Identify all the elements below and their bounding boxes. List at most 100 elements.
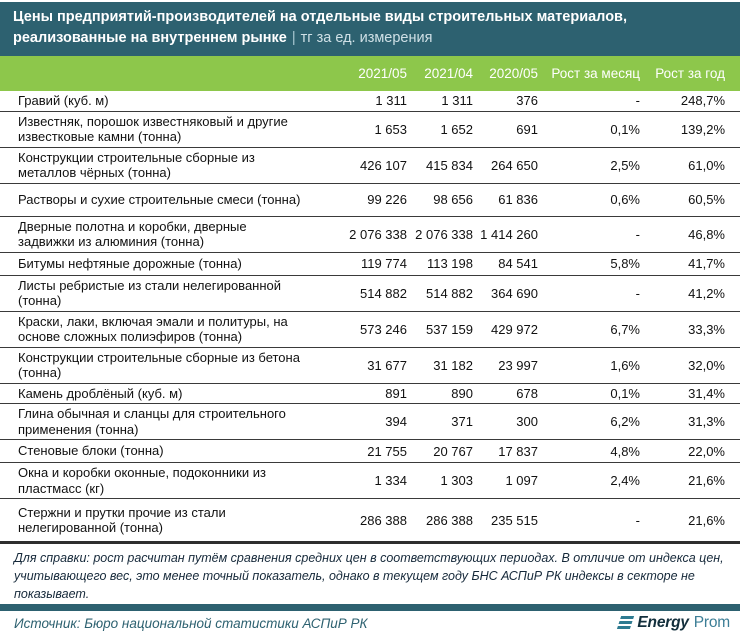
value-year-growth: 248,7% [680,93,725,109]
value-2021-05: 426 107 [360,157,407,173]
table-row: Битумы нефтяные дорожные (тонна) 119 774… [0,253,740,276]
energyprom-bars-icon [617,616,635,630]
value-2020-05: 235 515 [491,512,538,528]
source-row: Источник: Бюро национальной статистики А… [0,610,740,636]
material-label: Битумы нефтяные дорожные (тонна) [18,255,242,271]
value-year-growth: 41,7% [688,256,725,271]
value-2020-05: 17 837 [498,443,538,459]
table-row: Камень дроблёный (куб. м) 891 890 678 0,… [0,384,740,404]
column-header-2021-05: 2021/05 [358,66,407,81]
value-year-growth: 60,5% [688,192,725,207]
material-label: Известняк, порошок известняковый и други… [18,113,288,145]
title-separator: | [291,30,296,46]
material-label: Глина обычная и сланцы для строительного… [18,406,286,437]
source-text: Источник: Бюро национальной статистики А… [14,615,368,631]
value-month-growth: - [635,226,640,242]
material-label: Окна и коробки оконные, подоконники из п… [18,465,266,496]
value-year-growth: 31,4% [688,385,725,401]
table-row: Окна и коробки оконные, подоконники из п… [0,463,740,499]
material-label: Камень дроблёный (куб. м) [18,385,183,401]
table-row: Листы ребристые из стали нелегированной … [0,276,740,312]
column-header-2021-04: 2021/04 [424,66,473,81]
value-2021-04: 514 882 [426,285,473,301]
value-2021-04: 537 159 [426,321,473,337]
material-label: Гравий (куб. м) [18,93,109,108]
value-month-growth: 5,8% [610,256,640,271]
value-year-growth: 46,8% [688,226,725,242]
value-2020-05: 691 [516,121,538,137]
table-row: Краски, лаки, включая эмали и политуры, … [0,312,740,348]
value-2021-04: 1 303 [440,473,473,488]
column-header-year-growth: Рост за год [655,66,725,81]
value-2021-04: 20 767 [433,443,473,459]
value-2020-05: 678 [516,385,538,401]
value-2020-05: 264 650 [491,157,538,173]
value-year-growth: 31,3% [688,414,725,429]
table-row: Стеновые блоки (тонна) 21 755 20 767 17 … [0,440,740,463]
value-2020-05: 429 972 [491,321,538,337]
value-2021-05: 891 [385,385,407,401]
value-month-growth: 0,1% [610,385,640,401]
value-2021-05: 514 882 [360,285,407,301]
value-month-growth: 2,5% [610,157,640,173]
table-body: Гравий (куб. м) 1 311 1 311 376 - 248,7%… [0,91,740,544]
footnote: Для справки: рост расчитан путём сравнен… [0,544,740,610]
column-header-2020-05: 2020/05 [489,66,538,81]
value-2020-05: 84 541 [498,256,538,271]
material-label: Конструкции строительные сборные из бето… [18,349,300,381]
table-row: Дверные полотна и коробки, дверные задви… [0,217,740,253]
value-2020-05: 1 414 260 [480,226,538,242]
table-row: Конструкции строительные сборные из мета… [0,148,740,184]
value-month-growth: - [635,285,640,301]
material-label: Стержни и прутки прочие из стали нелегир… [18,504,226,536]
table-row: Известняк, порошок известняковый и други… [0,112,740,148]
value-2021-05: 99 226 [367,192,407,207]
value-2021-04: 415 834 [426,157,473,173]
value-2021-04: 371 [451,414,473,429]
value-month-growth: - [635,512,640,528]
value-2021-05: 573 246 [360,321,407,337]
value-2020-05: 300 [516,414,538,429]
column-header-month-growth: Рост за месяц [551,66,640,81]
value-2021-04: 1 311 [441,93,473,109]
value-year-growth: 21,6% [688,473,725,488]
material-label: Краски, лаки, включая эмали и политуры, … [18,313,288,345]
table-row: Гравий (куб. м) 1 311 1 311 376 - 248,7% [0,91,740,112]
value-2021-05: 31 677 [367,357,407,373]
title-unit-label: тг за ед. измерения [300,30,433,46]
value-month-growth: 1,6% [610,357,640,373]
table-header-row: 2021/05 2021/04 2020/05 Рост за месяц Ро… [0,56,740,91]
value-2020-05: 376 [516,93,538,109]
value-2021-04: 31 182 [433,357,473,373]
value-year-growth: 139,2% [680,121,725,137]
logo-text-energy: Energy [637,614,689,631]
value-2021-04: 2 076 338 [415,226,473,242]
value-2020-05: 364 690 [491,285,538,301]
material-label: Дверные полотна и коробки, дверные задви… [18,218,247,250]
title-bar: Цены предприятий-производителей на отдел… [0,2,740,56]
value-month-growth: 6,7% [610,321,640,337]
value-2021-04: 1 652 [440,121,473,137]
material-label: Листы ребристые из стали нелегированной … [18,277,282,309]
value-2020-05: 61 836 [498,192,538,207]
value-month-growth: - [635,93,640,109]
value-2020-05: 1 097 [505,473,538,488]
bottom-bar [0,604,740,611]
value-2021-05: 2 076 338 [349,226,407,242]
material-label: Конструкции строительные сборные из мета… [18,149,255,181]
value-year-growth: 41,2% [688,285,725,301]
value-2021-05: 1 334 [374,473,407,488]
value-2021-04: 113 198 [426,256,473,271]
value-year-growth: 33,3% [688,321,725,337]
value-year-growth: 32,0% [688,357,725,373]
value-2021-05: 286 388 [360,512,407,528]
table-row: Конструкции строительные сборные из бето… [0,348,740,384]
value-2021-05: 21 755 [367,443,407,459]
material-label: Стеновые блоки (тонна) [18,443,164,459]
value-2021-04: 98 656 [433,192,473,207]
value-year-growth: 22,0% [688,443,725,459]
value-month-growth: 2,4% [610,473,640,488]
value-2021-04: 890 [451,385,473,401]
page-title: Цены предприятий-производителей на отдел… [13,9,627,46]
table-row: Глина обычная и сланцы для строительного… [0,404,740,440]
